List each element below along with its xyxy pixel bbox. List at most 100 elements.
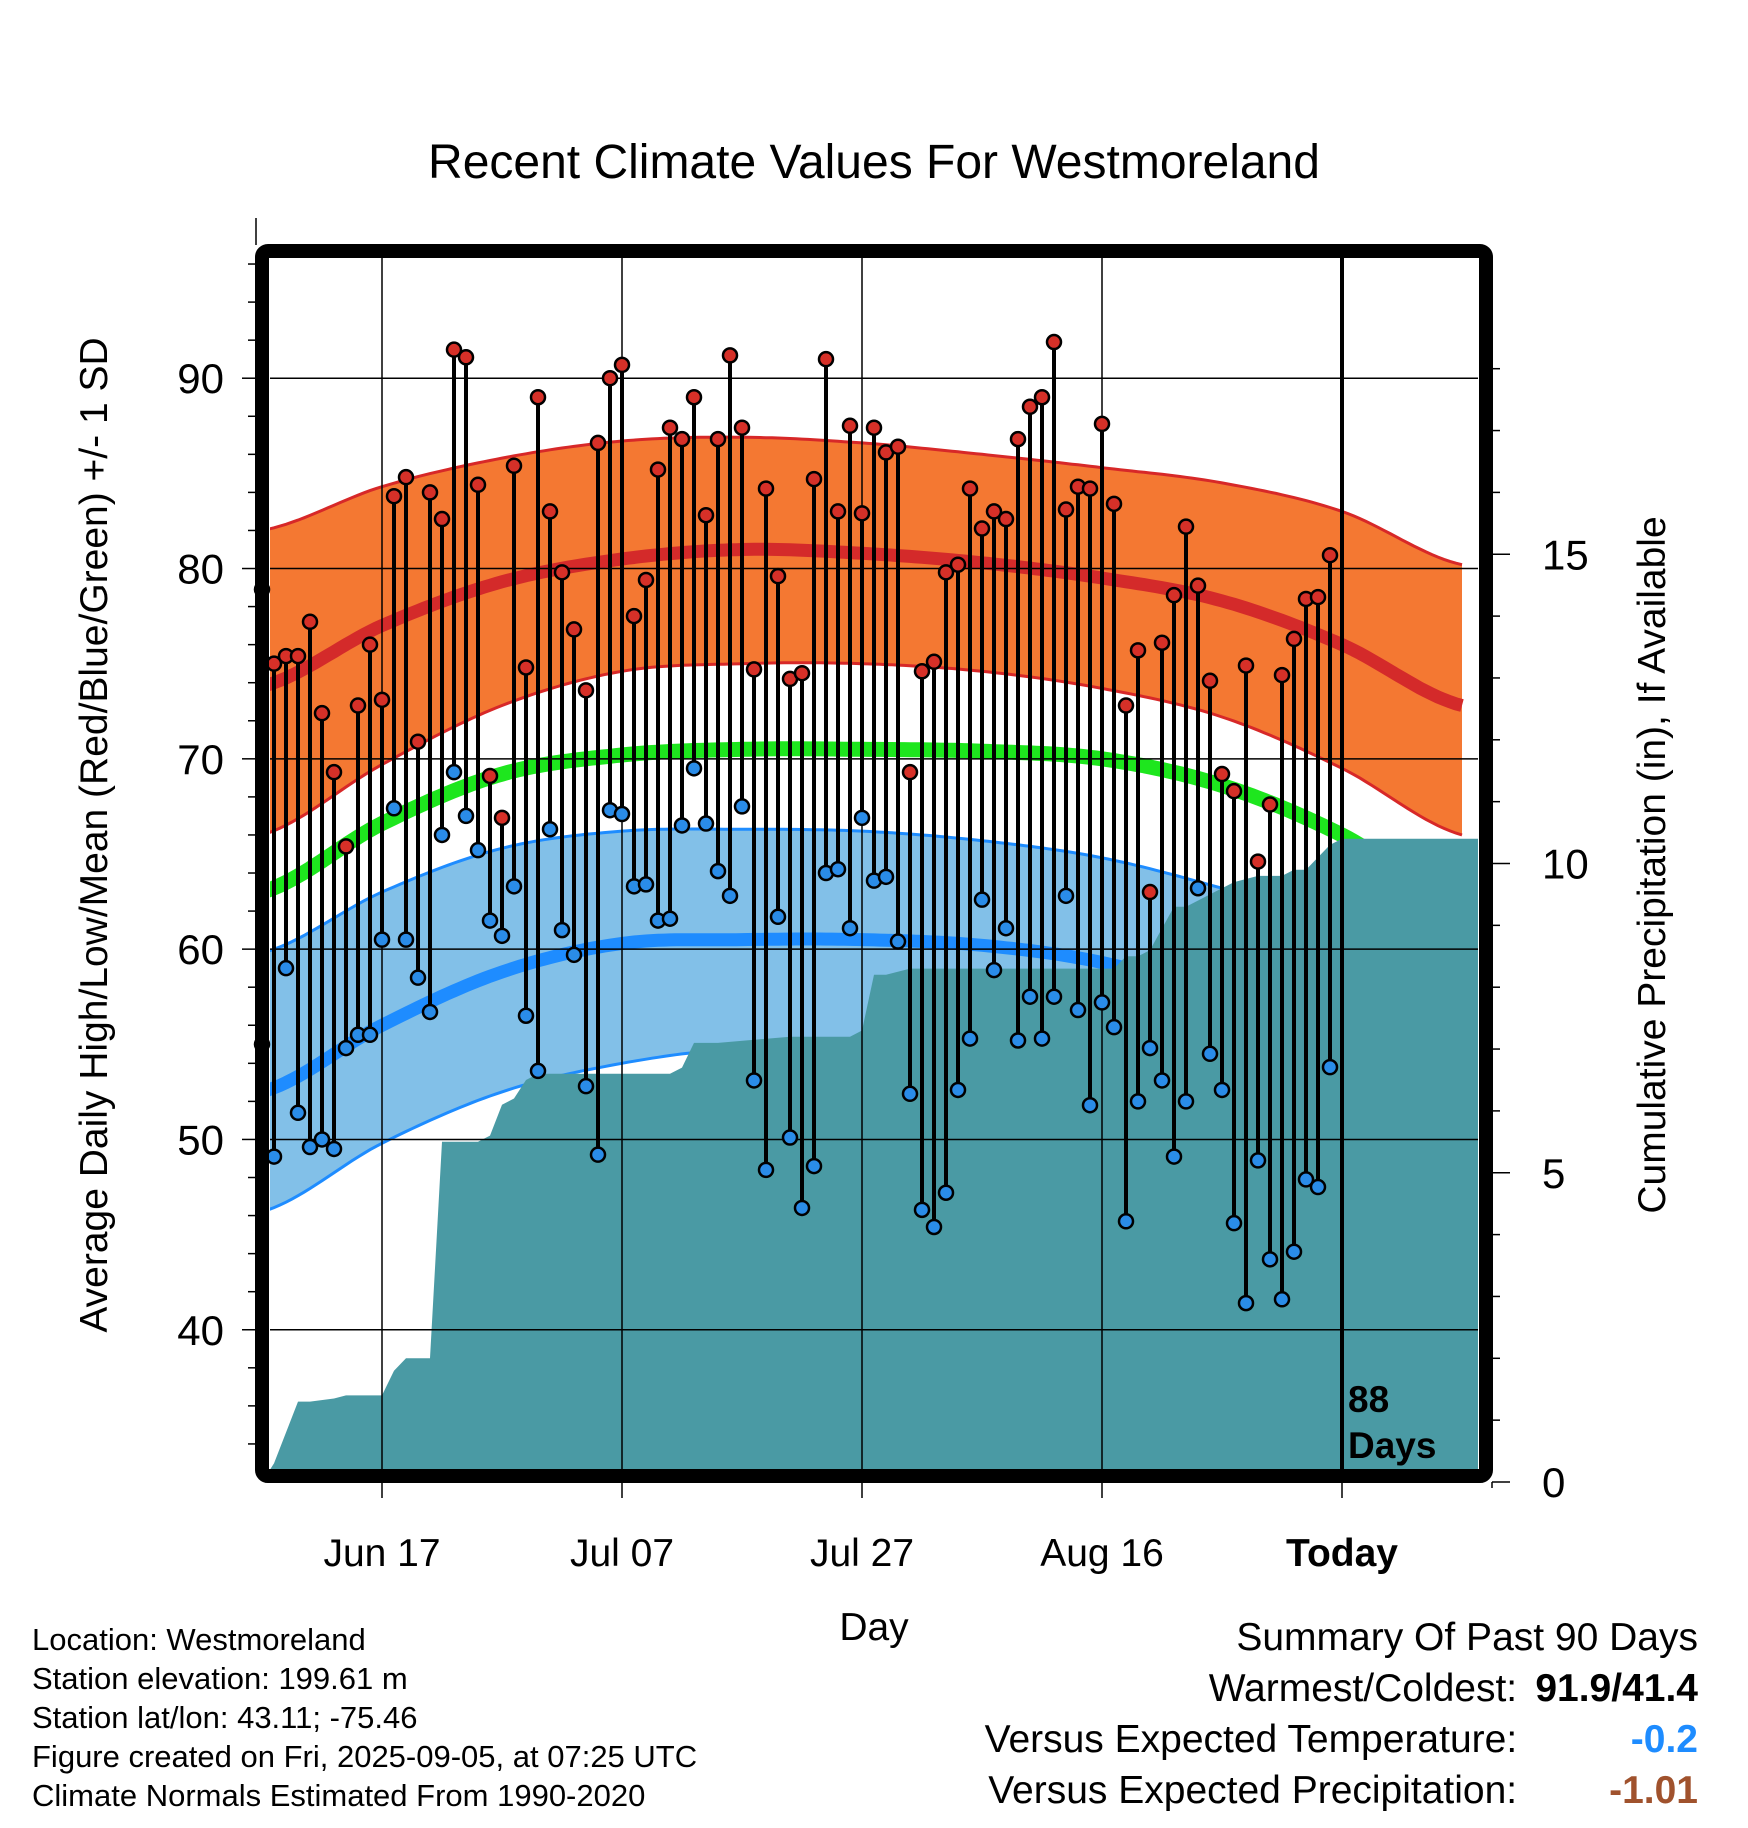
high-point bbox=[889, 438, 907, 455]
high-point bbox=[1189, 577, 1207, 594]
high-point bbox=[1309, 588, 1327, 606]
low-point bbox=[1297, 1171, 1315, 1188]
high-point bbox=[661, 419, 679, 436]
high-point bbox=[961, 480, 979, 497]
low-point bbox=[709, 862, 727, 880]
low-point bbox=[925, 1218, 943, 1236]
low-point bbox=[937, 1184, 955, 1201]
plot-border bbox=[255, 244, 1493, 1483]
low-point bbox=[409, 969, 427, 986]
plot-frame bbox=[255, 244, 1493, 1483]
days-count-label: 88 Days bbox=[1348, 1379, 1436, 1466]
y-tick-label: 70 bbox=[177, 736, 224, 783]
high-point bbox=[745, 661, 763, 678]
low-point bbox=[1069, 1001, 1087, 1019]
high-point bbox=[457, 349, 475, 366]
high-point bbox=[649, 461, 667, 478]
high-point bbox=[925, 653, 943, 671]
daily-markers bbox=[253, 333, 1339, 1312]
high-point bbox=[433, 510, 451, 528]
low-point bbox=[733, 798, 751, 815]
high-point bbox=[385, 487, 403, 505]
low-point bbox=[793, 1199, 811, 1217]
latlon-text: Station lat/lon: 43.11; -75.46 bbox=[32, 1700, 418, 1735]
high-point bbox=[481, 767, 499, 785]
low-point bbox=[1201, 1045, 1219, 1063]
high-point bbox=[505, 457, 523, 475]
y2-tick-label: 15 bbox=[1542, 531, 1589, 578]
low-point bbox=[385, 800, 403, 817]
y2-tick-label: 0 bbox=[1542, 1459, 1565, 1506]
created-text: Figure created on Fri, 2025-09-05, at 07… bbox=[32, 1739, 698, 1774]
y-tick-label: 80 bbox=[177, 546, 224, 593]
x-tick-label: Jun 17 bbox=[323, 1532, 440, 1575]
x-tick-label: Jul 27 bbox=[810, 1532, 914, 1575]
high-point bbox=[1141, 883, 1159, 901]
high-point bbox=[997, 510, 1015, 528]
high-point bbox=[937, 564, 955, 581]
low-point bbox=[517, 1007, 535, 1024]
precip-value: -1.01 bbox=[1609, 1769, 1698, 1812]
high-point bbox=[577, 682, 595, 699]
elevation-text: Station elevation: 199.61 m bbox=[32, 1661, 408, 1696]
high-point bbox=[553, 564, 571, 581]
high-point bbox=[913, 663, 931, 680]
low-point bbox=[745, 1072, 763, 1089]
high-point bbox=[1045, 333, 1063, 351]
high-point bbox=[841, 417, 859, 435]
high-point bbox=[1261, 796, 1279, 813]
low-point bbox=[757, 1161, 775, 1179]
y-tick-label: 60 bbox=[177, 926, 224, 973]
precip-row: Versus Expected Precipitation: -1.01 bbox=[985, 1765, 1698, 1816]
y-tick-label: 40 bbox=[177, 1307, 224, 1354]
location-text: Location: Westmoreland bbox=[32, 1622, 366, 1657]
low-point bbox=[529, 1062, 547, 1080]
high-point bbox=[829, 503, 847, 520]
low-point bbox=[661, 910, 679, 927]
low-point bbox=[613, 805, 631, 823]
high-point bbox=[613, 356, 631, 374]
low-point bbox=[829, 860, 847, 878]
low-point bbox=[1321, 1058, 1339, 1076]
temp-value: -0.2 bbox=[1630, 1718, 1698, 1761]
high-point bbox=[529, 388, 547, 406]
low-point bbox=[1225, 1214, 1243, 1232]
high-point bbox=[1273, 666, 1291, 684]
high-point bbox=[601, 369, 619, 387]
high-point bbox=[1225, 782, 1243, 800]
warm-cold-row: Warmest/Coldest: 91.9/41.4 bbox=[985, 1663, 1698, 1714]
temp-row: Versus Expected Temperature: -0.2 bbox=[985, 1714, 1698, 1765]
low-point bbox=[721, 887, 739, 905]
low-point bbox=[637, 876, 655, 893]
low-point bbox=[373, 931, 391, 948]
normals-text: Climate Normals Estimated From 1990-2020 bbox=[32, 1778, 646, 1813]
summary-panel: Summary Of Past 90 Days Warmest/Coldest:… bbox=[985, 1612, 1698, 1816]
high-point bbox=[1117, 697, 1135, 714]
low-point bbox=[577, 1077, 595, 1095]
high-point bbox=[313, 704, 331, 722]
high-point bbox=[1213, 765, 1231, 783]
low-point bbox=[301, 1138, 319, 1156]
low-point bbox=[589, 1146, 607, 1163]
low-point bbox=[1057, 887, 1075, 905]
low-point bbox=[505, 878, 523, 895]
low-point bbox=[1117, 1213, 1135, 1230]
low-point bbox=[877, 868, 895, 886]
high-point bbox=[901, 763, 919, 781]
high-point bbox=[973, 520, 991, 537]
low-point bbox=[1309, 1178, 1327, 1196]
low-point bbox=[805, 1157, 823, 1175]
high-point bbox=[769, 567, 787, 585]
low-point bbox=[433, 826, 451, 844]
high-point bbox=[733, 419, 751, 436]
high-point bbox=[1129, 642, 1147, 659]
low-point bbox=[1189, 879, 1207, 897]
warm-cold-value: 91.9/41.4 bbox=[1535, 1667, 1698, 1710]
high-point bbox=[697, 506, 715, 524]
high-point bbox=[373, 691, 391, 709]
low-point bbox=[421, 1003, 439, 1021]
temp-label: Versus Expected Temperature: bbox=[984, 1718, 1518, 1761]
low-point bbox=[769, 908, 787, 926]
warm-cold-label: Warmest/Coldest: bbox=[1208, 1667, 1518, 1710]
low-point bbox=[469, 841, 487, 859]
